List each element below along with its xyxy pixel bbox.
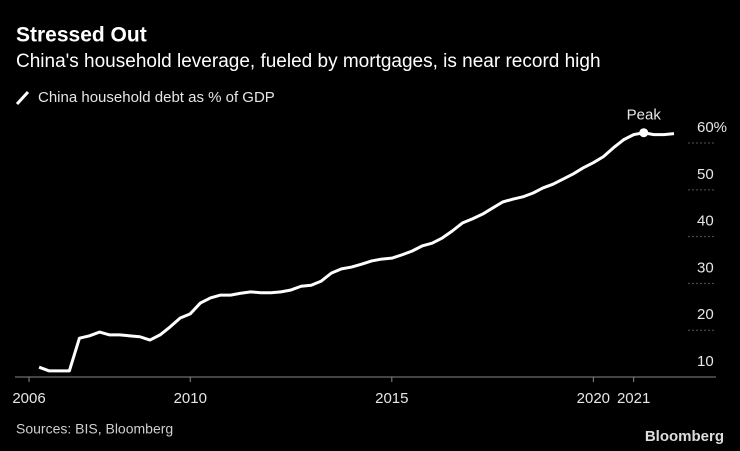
legend-label: China household debt as % of GDP: [38, 89, 275, 106]
y-tick-label: 50: [697, 166, 714, 183]
chart-subtitle: China's household leverage, fueled by mo…: [16, 51, 601, 72]
x-tick-label: 2010: [174, 390, 207, 407]
annotation: Peak: [627, 107, 662, 124]
y-tick-label: 60%: [697, 119, 727, 136]
source: Sources: BIS, Bloomberg: [16, 421, 173, 437]
x-tick-label: 2020: [577, 390, 610, 407]
x-tick-label: 2006: [12, 390, 45, 407]
legend-swatch: [15, 90, 30, 106]
x-tick-label: 2021: [617, 390, 650, 407]
chart-title: Stressed Out: [16, 24, 147, 47]
peak-marker: [639, 128, 649, 138]
y-tick-label: 20: [697, 306, 714, 323]
y-tick-label: 10: [697, 353, 714, 370]
brand: Bloomberg: [645, 428, 724, 445]
y-tick-label: 40: [697, 213, 714, 230]
y-tick-label: 30: [697, 259, 714, 276]
x-tick-label: 2015: [375, 390, 408, 407]
data-line: [38, 131, 675, 373]
